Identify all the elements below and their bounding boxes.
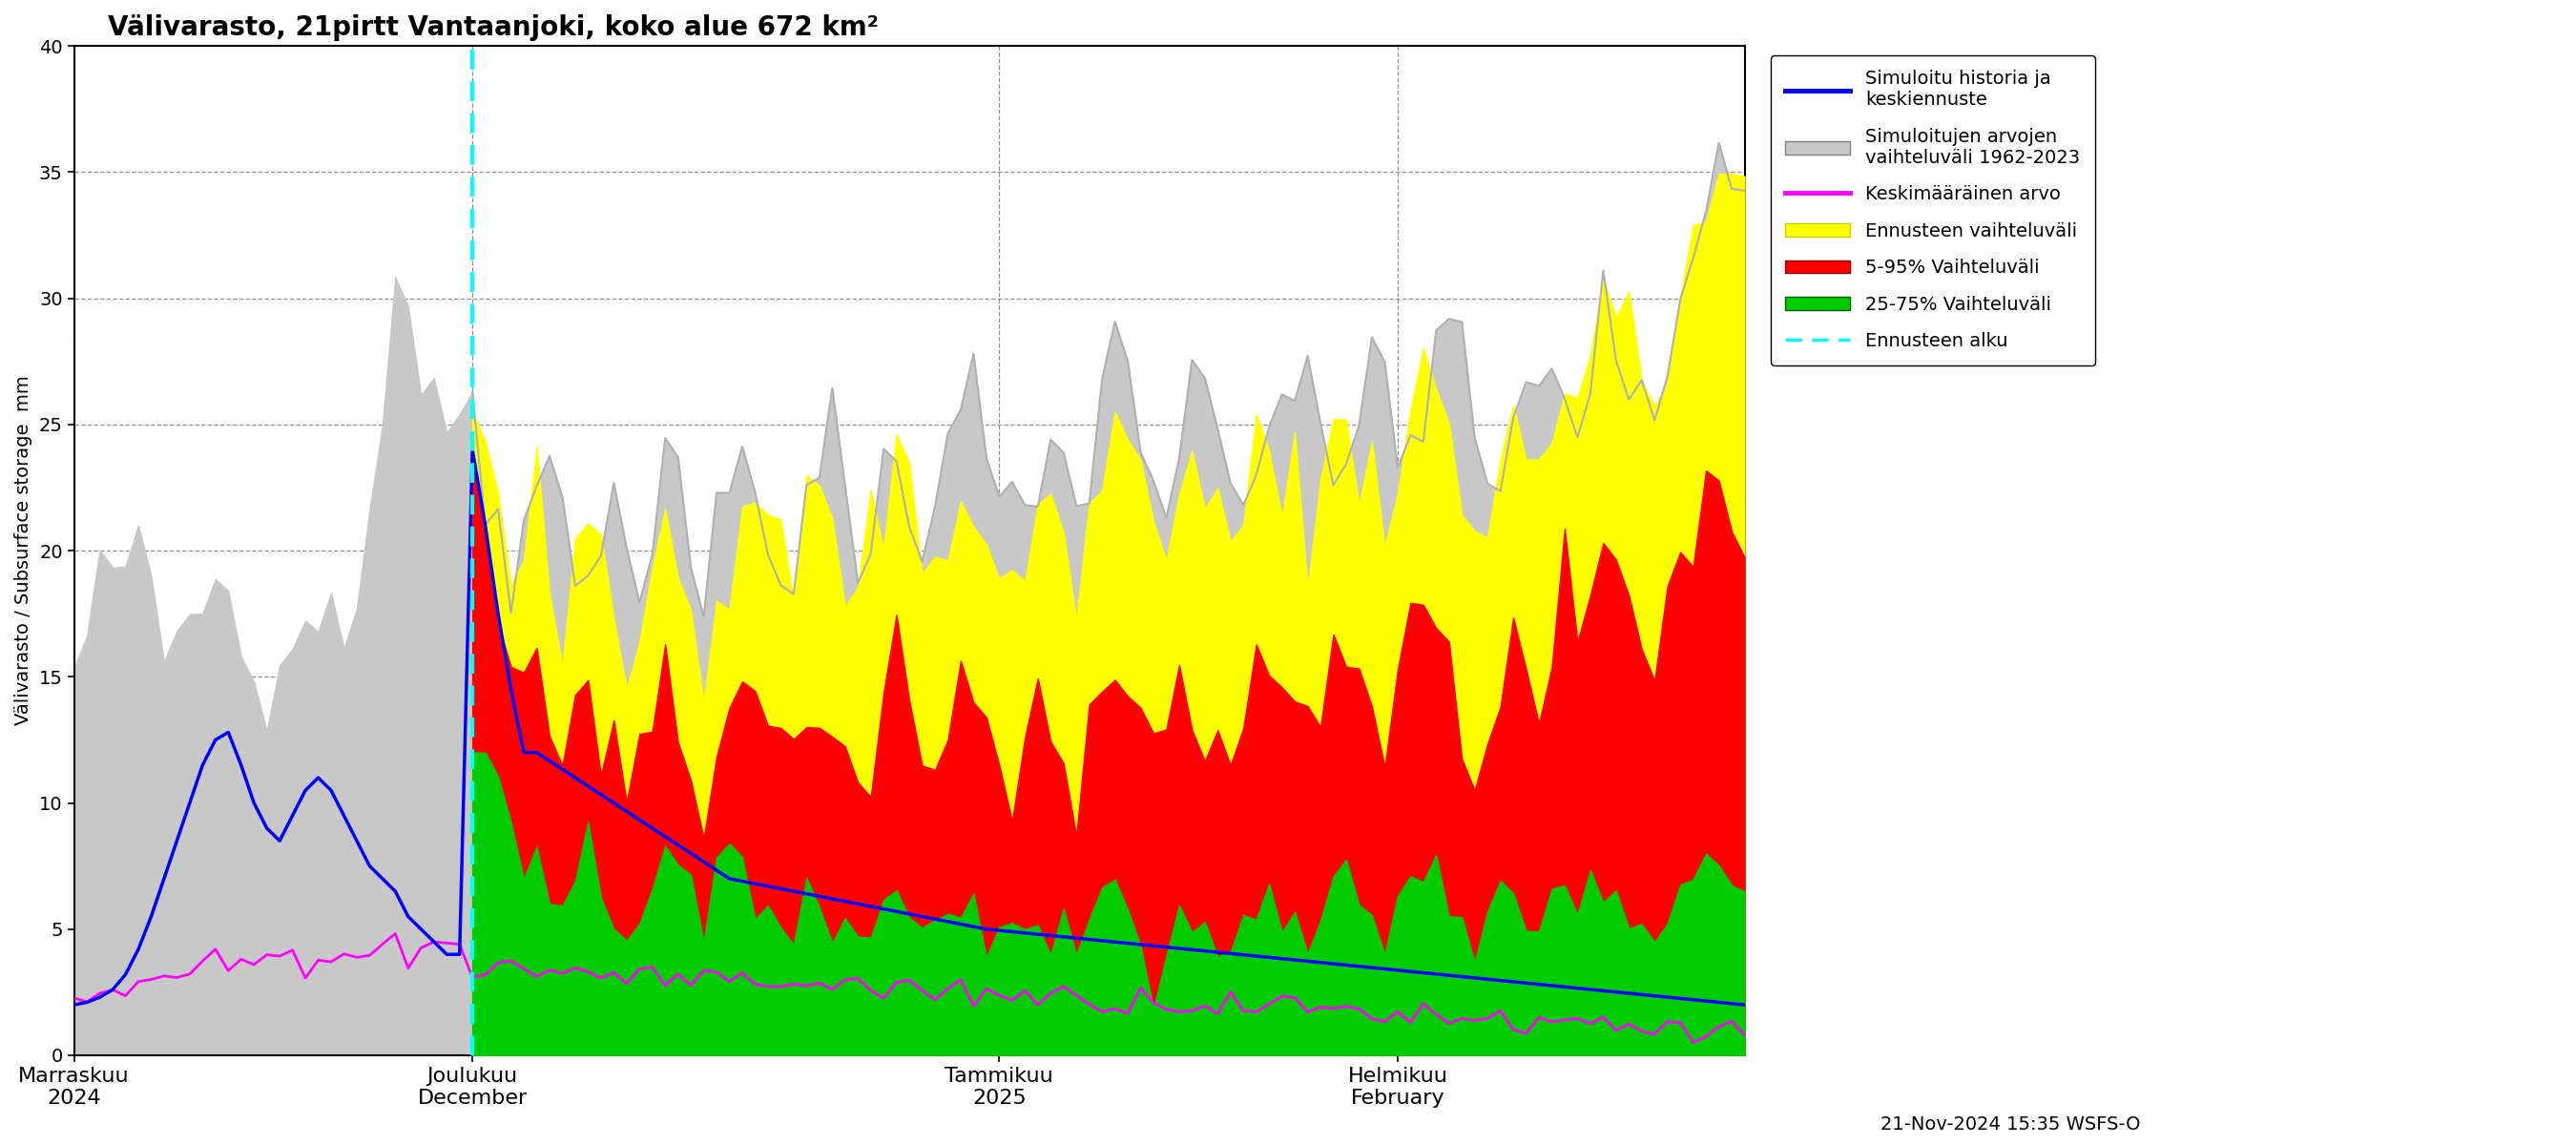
Text: Välivarasto, 21pirtt Vantaanjoki, koko alue 672 km²: Välivarasto, 21pirtt Vantaanjoki, koko a… bbox=[108, 14, 878, 41]
Text: 21-Nov-2024 15:35 WSFS-O: 21-Nov-2024 15:35 WSFS-O bbox=[1880, 1115, 2141, 1134]
Y-axis label: Välivarasto / Subsurface storage  mm: Välivarasto / Subsurface storage mm bbox=[15, 376, 33, 726]
Legend: Simuloitu historia ja
keskiennuste, Simuloitujen arvojen
vaihteluväli 1962-2023,: Simuloitu historia ja keskiennuste, Simu… bbox=[1770, 55, 2094, 365]
